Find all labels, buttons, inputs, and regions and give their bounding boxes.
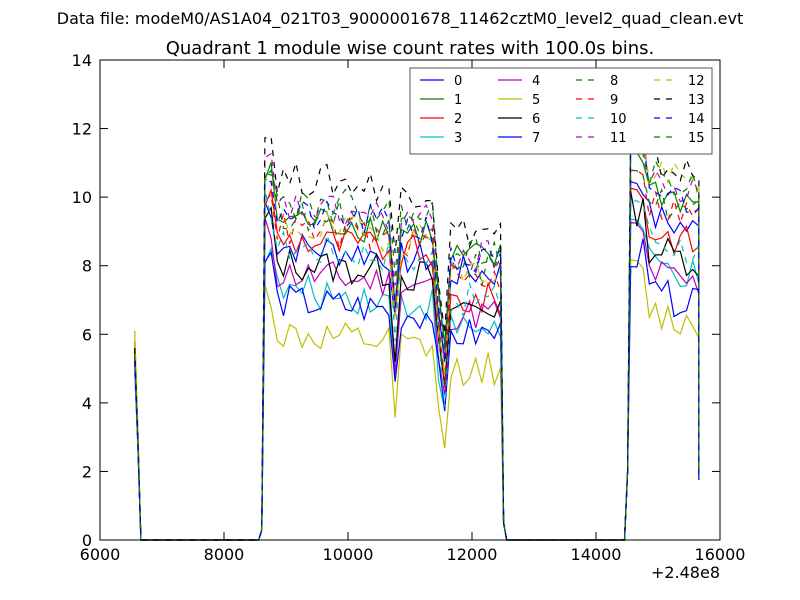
y-tick-label: 4 <box>82 394 92 413</box>
x-tick-label: 16000 <box>695 545 746 564</box>
x-axis-offset-label: +2.48e8 <box>651 563 720 582</box>
y-tick-label: 6 <box>82 325 92 344</box>
legend-label-7: 7 <box>532 131 540 146</box>
series-line-11 <box>134 141 700 541</box>
legend-label-6: 6 <box>532 112 540 127</box>
legend-box <box>409 67 713 155</box>
y-tick-label: 12 <box>72 120 92 139</box>
series-line-5 <box>134 259 700 541</box>
legend-label-1: 1 <box>454 93 462 108</box>
series-line-6 <box>134 191 700 541</box>
chart-title: Quadrant 1 module wise count rates with … <box>166 38 655 59</box>
legend-label-2: 2 <box>454 112 462 127</box>
series-line-8 <box>134 169 700 541</box>
series-line-2 <box>134 187 700 541</box>
series-line-14 <box>134 137 700 541</box>
x-tick-label: 10000 <box>323 545 374 564</box>
series-line-4 <box>134 217 700 541</box>
series-line-3 <box>134 218 700 541</box>
legend-label-15: 15 <box>688 131 705 146</box>
series-line-13 <box>134 113 700 541</box>
x-tick-label: 14000 <box>571 545 622 564</box>
legend-label-11: 11 <box>610 131 627 146</box>
legend-label-0: 0 <box>454 74 462 89</box>
legend-label-4: 4 <box>532 74 540 89</box>
x-tick-label: 12000 <box>447 545 498 564</box>
series-layer <box>134 113 700 541</box>
series-line-10 <box>134 189 700 541</box>
data-file-suptitle: Data file: modeM0/AS1A04_021T03_90000016… <box>57 9 743 29</box>
legend-label-10: 10 <box>610 112 627 127</box>
legend-label-12: 12 <box>688 74 705 89</box>
x-tick-label: 6000 <box>80 545 121 564</box>
legend-label-13: 13 <box>688 93 705 108</box>
y-tick-label: 0 <box>82 531 92 550</box>
series-line-15 <box>134 119 700 541</box>
y-tick-label: 2 <box>82 462 92 481</box>
legend-label-8: 8 <box>610 74 618 89</box>
series-line-7 <box>134 238 700 541</box>
legend-label-14: 14 <box>688 112 705 127</box>
series-line-1 <box>134 149 700 541</box>
x-tick-label: 8000 <box>204 545 245 564</box>
legend-label-9: 9 <box>610 93 618 108</box>
y-tick-label: 10 <box>72 188 92 207</box>
series-line-12 <box>134 127 700 541</box>
y-tick-label: 14 <box>72 51 92 70</box>
y-tick-label: 8 <box>82 257 92 276</box>
legend-label-3: 3 <box>454 131 462 146</box>
plot-area-frame <box>99 59 721 541</box>
legend-label-5: 5 <box>532 93 540 108</box>
